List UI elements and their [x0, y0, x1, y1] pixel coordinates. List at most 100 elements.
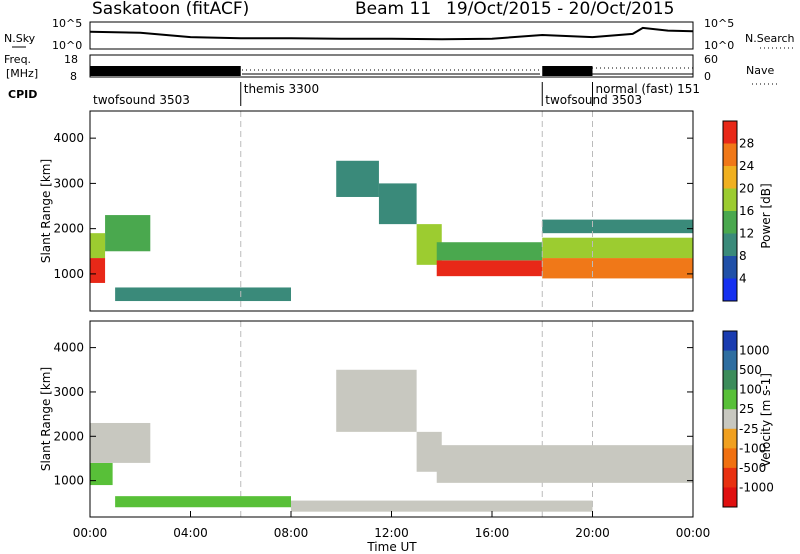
power-y-tick-label: 3000	[53, 176, 84, 190]
power-cbar-swatch	[723, 233, 737, 257]
velocity-y-tick-label: 4000	[53, 341, 84, 355]
velocity-y-tick-label: 1000	[53, 474, 84, 488]
velocity-ylabel: Slant Range [km]	[39, 367, 53, 471]
power-cbar-frame	[722, 120, 738, 302]
velocity-yticks: 1000 2000 3000 4000	[53, 341, 693, 488]
velocity-cbar-tick-label: 500	[739, 363, 762, 377]
power-y-tick-label: 1000	[53, 267, 84, 281]
power-y-tick-label: 4000	[53, 131, 84, 145]
velocity-cbar-swatch	[723, 409, 737, 430]
noise-panel-frame	[89, 21, 694, 50]
power-region	[336, 160, 379, 197]
velocity-cbar-label: Velocity [m s-1]	[759, 373, 773, 467]
power-cbar-tick-label: 28	[739, 137, 754, 151]
velocity-cbar-swatch	[723, 467, 737, 488]
x-tick-label: 12:00	[374, 526, 409, 540]
nave-label: Nave	[746, 64, 774, 77]
power-ylabel: Slant Range [km]	[39, 159, 53, 263]
power-cbar-swatch	[723, 256, 737, 279]
power-region	[105, 215, 151, 252]
velocity-region	[336, 369, 417, 432]
power-heatmap	[90, 111, 693, 517]
nsky-label: N.Sky	[4, 32, 36, 45]
velocity-colorbar: 1000 500 100 25 -25 -100 -500 -1000	[722, 330, 774, 508]
cpid-segment-label: twofsound 3503	[93, 93, 190, 107]
noise-rtick-top: 10^5	[704, 17, 734, 30]
beam-label: Beam 11	[355, 0, 431, 19]
power-colorbar: 4 8 12 16 20 24 28	[722, 120, 754, 302]
velocity-cbar-swatch	[723, 428, 737, 449]
x-tick-label: 00:00	[73, 526, 108, 540]
power-cbar-tick-label: 20	[739, 182, 754, 196]
cpid-segment-label: twofsound 3503	[545, 93, 642, 107]
freq-block	[542, 66, 593, 76]
nsearch-label: N.Search	[745, 32, 795, 45]
noise-ytick-bottom: 10^0	[52, 39, 82, 52]
cpid-segment-label: themis 3300	[244, 82, 319, 96]
power-panel-frame	[89, 110, 694, 312]
power-region	[542, 219, 693, 234]
velocity-cbar-swatch	[723, 350, 737, 371]
x-tick-label: 08:00	[274, 526, 309, 540]
power-region	[90, 258, 106, 283]
power-region	[90, 233, 106, 259]
velocity-cbar-swatch	[723, 389, 737, 410]
power-cbar-tick-label: 16	[739, 204, 754, 218]
power-region	[378, 183, 417, 225]
power-cbar-swatch	[723, 211, 737, 234]
power-cbar-tick-label: 4	[739, 272, 747, 286]
velocity-cbar-frame	[722, 330, 738, 508]
noise-ytick-top: 10^5	[52, 17, 82, 30]
power-cbar-tick-label: 8	[739, 249, 747, 263]
noise-rtick-bottom: 10^0	[704, 39, 734, 52]
power-cbar-tick-label: 12	[739, 227, 754, 241]
freq-block	[90, 66, 241, 76]
x-axis-label: Time UT	[366, 540, 417, 554]
velocity-cbar-tick-label: -25	[739, 422, 759, 436]
station-title: Saskatoon (fitACF)	[92, 0, 249, 19]
power-cbar-swatch	[723, 166, 737, 189]
freq-label: Freq.	[4, 53, 31, 66]
power-region	[542, 258, 693, 279]
freq-rtick-top: 60	[704, 53, 718, 66]
freq-ytick-top: 18	[64, 53, 78, 66]
power-cbar-swatch	[723, 278, 737, 302]
power-cbar-tick-label: 24	[739, 159, 754, 173]
velocity-region	[90, 462, 113, 486]
velocity-cbar-tick-label: -1000	[739, 480, 774, 494]
date-range: 19/Oct/2015 - 20/Oct/2015	[446, 0, 674, 19]
velocity-region	[115, 496, 291, 508]
velocity-region	[90, 422, 151, 463]
velocity-cbar-tick-label: 1000	[739, 344, 770, 358]
freq-bars	[90, 66, 593, 76]
x-tick-label: 16:00	[475, 526, 510, 540]
x-tick-label: 04:00	[173, 526, 208, 540]
velocity-y-tick-label: 2000	[53, 429, 84, 443]
x-axis-ticks: 00:00 04:00 08:00 12:00 16:00 20:00 00:00	[73, 511, 711, 540]
velocity-region	[291, 500, 593, 512]
velocity-heatmap	[90, 369, 693, 512]
velocity-y-tick-label: 3000	[53, 385, 84, 399]
x-tick-label: 20:00	[575, 526, 610, 540]
power-cbar-swatch	[723, 143, 737, 167]
freq-rtick-bottom: 0	[704, 70, 711, 83]
freq-unit-label: [MHz]	[6, 67, 38, 80]
velocity-cbar-swatch	[723, 331, 737, 352]
power-region	[115, 287, 291, 302]
power-cbar-label: Power [dB]	[759, 183, 773, 248]
x-tick-label: 00:00	[676, 526, 711, 540]
velocity-cbar-swatch	[723, 448, 737, 469]
velocity-cbar-swatch	[723, 370, 737, 391]
velocity-cbar-swatch	[723, 487, 737, 508]
power-y-tick-label: 2000	[53, 222, 84, 236]
power-cbar-swatch	[723, 121, 737, 144]
velocity-cbar-tick-label: -500	[739, 461, 766, 475]
power-cbar-swatch	[723, 188, 737, 212]
cpid-segment-label: normal (fast) 151	[596, 82, 700, 96]
cpid-label: CPID	[8, 88, 37, 101]
velocity-cbar-tick-label: 25	[739, 402, 754, 416]
power-region	[542, 237, 693, 259]
velocity-cbar-tick-label: -100	[739, 441, 766, 455]
